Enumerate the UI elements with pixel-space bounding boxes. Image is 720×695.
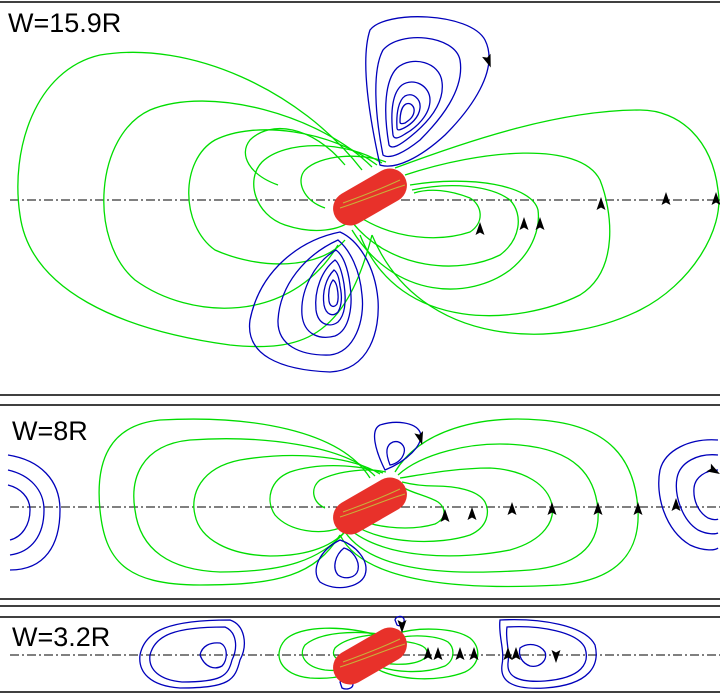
panel-1-lower-vortex — [248, 231, 379, 373]
panel-1-flow-arrows — [475, 53, 720, 235]
panel-2-flow-arrows — [414, 431, 720, 522]
panel-3-particle — [333, 627, 407, 685]
panel-1-upper-vortex — [365, 16, 490, 167]
panel-1-label: W=15.9R — [8, 8, 121, 38]
panel-2-vortices — [7, 421, 719, 589]
panel-w15-9r: W=15.9R — [0, 1, 720, 373]
panel-1-particle — [333, 168, 407, 226]
panel-w3-2r: W=3.2R — [0, 605, 720, 693]
panel-1-outer-streamlines — [17, 51, 720, 348]
panel-2-label: W=8R — [12, 416, 88, 446]
panel-2-particle — [333, 477, 407, 535]
panel-3-label: W=3.2R — [12, 622, 110, 652]
panel-3-flow-arrows — [397, 620, 561, 663]
panel-w8r: W=8R — [0, 394, 720, 600]
